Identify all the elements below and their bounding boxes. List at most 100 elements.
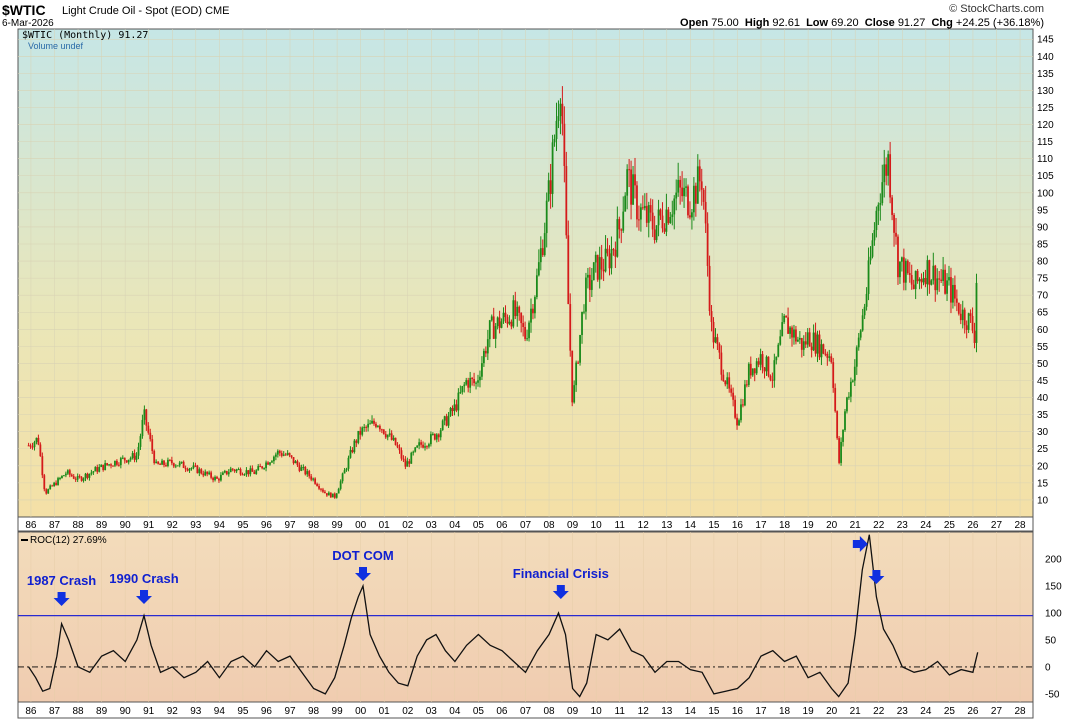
xtick-label-bottom: 00 <box>355 706 367 717</box>
candle-body <box>251 468 254 472</box>
candle-body <box>734 399 736 418</box>
candle-body <box>955 298 958 303</box>
xtick-label-top: 95 <box>237 520 249 531</box>
xtick-label-bottom: 86 <box>25 706 37 717</box>
close-value: 91.27 <box>897 17 926 29</box>
candle-body <box>598 257 601 280</box>
open-value: 75.00 <box>711 17 739 29</box>
candle-body <box>245 470 248 475</box>
candle-body <box>414 447 417 452</box>
chart-date: 6-Mar-2026 <box>2 18 54 29</box>
annotation-label: 1990 Crash <box>109 571 178 586</box>
xtick-label-bottom: 96 <box>261 706 273 717</box>
candle-body <box>571 350 574 403</box>
candle-body <box>704 201 707 224</box>
candle-body <box>585 277 587 312</box>
candle-body <box>818 334 821 358</box>
candle-body <box>510 321 513 327</box>
candle-body <box>433 433 436 440</box>
candle-body <box>237 469 240 471</box>
candle-body <box>220 474 222 481</box>
candle-body <box>667 209 670 223</box>
candle-body <box>269 462 271 465</box>
candle-body <box>339 481 342 489</box>
candle-body <box>522 323 525 327</box>
xtick-label-bottom: 95 <box>237 706 249 717</box>
candle-body <box>153 451 156 464</box>
candle-body <box>486 339 489 354</box>
candle-body <box>871 240 874 257</box>
xtick-label-top: 09 <box>567 520 579 531</box>
xtick-label-bottom: 91 <box>143 706 155 717</box>
candle-body <box>233 469 236 472</box>
candle-body <box>834 387 837 412</box>
candle-body <box>482 350 485 364</box>
price-ytick-label: 30 <box>1037 427 1049 438</box>
candle-body <box>302 467 305 469</box>
xtick-label-top: 19 <box>803 520 815 531</box>
candle-body <box>659 209 662 216</box>
candle-body <box>948 277 950 281</box>
candle-body <box>290 455 293 458</box>
candle-body <box>170 460 173 464</box>
candle-body <box>410 452 413 464</box>
xtick-label-top: 98 <box>308 520 320 531</box>
roc-series <box>28 534 979 698</box>
candle-body <box>592 262 595 281</box>
candle-body <box>816 334 819 354</box>
candle-body <box>665 209 668 232</box>
candle-body <box>461 386 464 393</box>
price-candles <box>27 86 978 499</box>
candle-body <box>59 478 61 480</box>
candle-body <box>131 453 134 458</box>
candle-body <box>151 439 154 452</box>
candle-body <box>753 368 756 374</box>
candle-body <box>106 463 108 466</box>
xtick-label-bottom: 12 <box>638 706 650 717</box>
candle-body <box>614 249 617 257</box>
candle-body <box>643 205 646 209</box>
candle-body <box>622 211 625 231</box>
candle-body <box>795 329 797 342</box>
candle-body <box>863 306 866 316</box>
candle-body <box>286 452 289 455</box>
xtick-label-top: 91 <box>143 520 155 531</box>
roc-ytick-label: 50 <box>1045 635 1057 646</box>
candle-body <box>367 423 370 428</box>
candle-body <box>208 472 211 475</box>
candle-body <box>755 361 758 374</box>
candle-body <box>133 453 136 460</box>
right-arrow-icon <box>852 536 868 552</box>
candle-body <box>689 215 691 218</box>
candle-body <box>253 471 256 474</box>
candle-body <box>789 327 791 334</box>
candle-body <box>488 320 491 340</box>
brand-logo[interactable]: © StockCharts.com <box>949 3 1044 15</box>
candle-body <box>247 470 250 475</box>
candle-body <box>812 332 815 351</box>
xtick-label-bottom: 08 <box>543 706 555 717</box>
candle-body <box>620 229 623 231</box>
candle-body <box>298 465 301 471</box>
xtick-label-bottom: 10 <box>591 706 603 717</box>
candle-body <box>706 223 709 266</box>
candle-body <box>123 457 126 461</box>
xtick-label-top: 00 <box>355 520 367 531</box>
candle-body <box>745 384 748 386</box>
candle-body <box>710 311 713 322</box>
candle-body <box>722 374 725 381</box>
candle-body <box>902 257 905 283</box>
candle-body <box>547 180 550 201</box>
xtick-label-top: 87 <box>49 520 61 531</box>
candle-body <box>783 315 786 323</box>
candle-body <box>373 420 375 424</box>
candle-body <box>263 468 265 470</box>
candle-body <box>57 478 59 486</box>
roc-ytick-label: 0 <box>1045 662 1051 673</box>
candle-body <box>114 460 116 466</box>
candle-body <box>681 187 684 197</box>
xtick-label-bottom: 22 <box>873 706 885 717</box>
xtick-label-top: 11 <box>615 520 626 531</box>
candle-body <box>365 426 368 428</box>
